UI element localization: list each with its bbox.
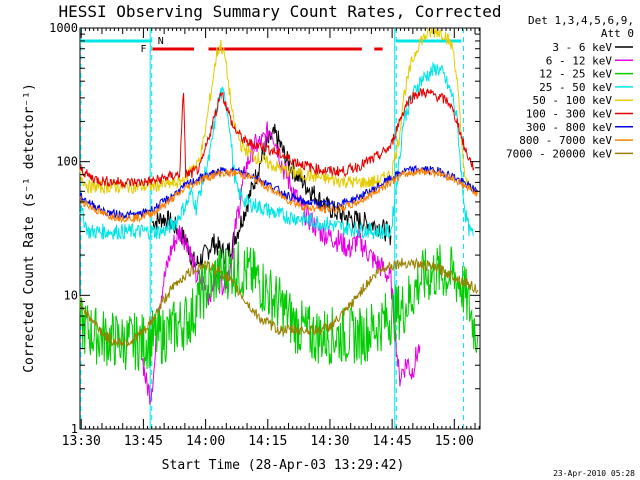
x-tick-label: 13:45 <box>124 434 163 449</box>
y-tick-label: 1000 <box>49 21 78 35</box>
footer-timestamp: 23-Apr-2010 05:28 <box>553 469 635 478</box>
y-tick-label: 10 <box>64 288 78 302</box>
series-line <box>79 61 475 241</box>
legend-label: 800 - 7000 keV <box>519 134 612 147</box>
y-tick-label: 1 <box>71 422 78 436</box>
axes-ticks: 1 10 100 1000 13:30 13:45 14:00 14:15 14:30 14:45… <box>49 21 480 449</box>
legend-header-line-1: Det 1,3,4,5,6,9, <box>528 14 634 27</box>
night-flag-label: N <box>158 36 164 47</box>
legend-label: 300 - 800 keV <box>526 121 612 134</box>
series-line <box>79 87 475 190</box>
legend-label: 50 - 100 keV <box>533 94 613 107</box>
legend-label: 100 - 300 keV <box>526 108 612 121</box>
series-line <box>79 27 475 195</box>
flare-flag-label: F <box>141 44 147 55</box>
legend-label: 25 - 50 keV <box>539 81 612 94</box>
legend-label: 6 - 12 keV <box>546 54 613 67</box>
x-tick-label: 14:00 <box>186 434 225 449</box>
series-line <box>79 167 479 224</box>
x-axis-label: Start Time (28-Apr-03 13:29:42) <box>162 458 405 473</box>
legend-label: 12 - 25 keV <box>539 68 612 81</box>
x-tick-label: 13:30 <box>62 434 101 449</box>
plot-area: NF 1 10 100 1000 13:30 13:45 14:00 14:15 14:30 14… <box>49 21 481 449</box>
legend-label: 7000 - 20000 keV <box>506 147 612 160</box>
x-tick-label: 14:45 <box>373 434 412 449</box>
chart-title: HESSI Observing Summary Count Rates, Cor… <box>58 2 501 21</box>
plot-frame <box>79 27 481 430</box>
y-axis-label: Corrected Count Rate (s⁻¹ detector⁻¹) <box>22 83 37 373</box>
x-tick-label: 15:00 <box>435 434 474 449</box>
series-line <box>79 257 479 349</box>
legend-header-line-2: Att 0 <box>601 27 634 40</box>
x-tick-label: 14:30 <box>310 434 349 449</box>
x-tick-label: 14:15 <box>248 434 287 449</box>
legend-label: 3 - 6 keV <box>552 41 612 54</box>
series-line <box>141 121 421 405</box>
y-tick-label: 100 <box>56 155 78 169</box>
series-line <box>79 241 479 371</box>
series-lines <box>79 27 479 405</box>
